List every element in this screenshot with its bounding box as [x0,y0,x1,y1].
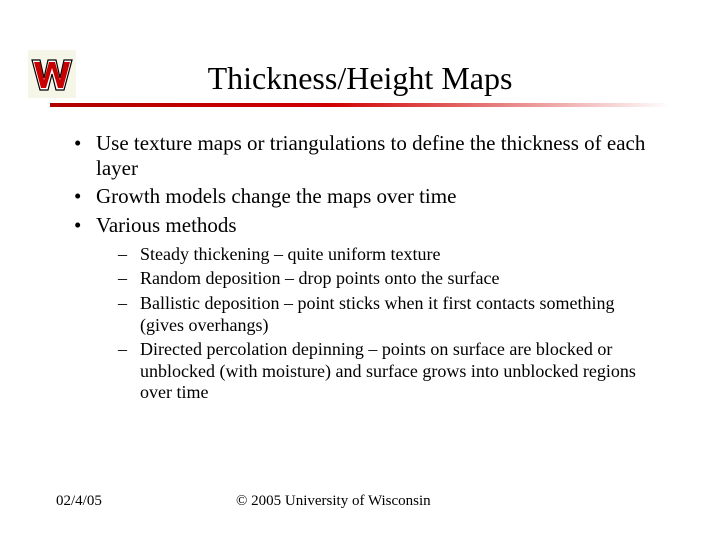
footer-copyright: © 2005 University of Wisconsin [236,493,431,510]
sub-bullet-item: Ballistic deposition – point sticks when… [116,293,660,336]
bullet-item: Use texture maps or triangulations to de… [70,131,660,181]
wisconsin-logo [28,50,76,98]
bullet-text: Various methods [96,213,237,237]
footer-date: 02/4/05 [56,493,236,510]
sub-bullet-item: Random deposition – drop points onto the… [116,268,660,290]
sub-bullet-list: Steady thickening – quite uniform textur… [96,244,660,404]
title-divider [50,103,670,107]
slide: Thickness/Height Maps Use texture maps o… [0,0,720,540]
bullet-text: Use texture maps or triangulations to de… [96,131,645,180]
sub-bullet-text: Ballistic deposition – point sticks when… [140,293,614,335]
bullet-item: Various methods Steady thickening – quit… [70,213,660,404]
main-bullet-list: Use texture maps or triangulations to de… [70,131,660,404]
sub-bullet-item: Steady thickening – quite uniform textur… [116,244,660,266]
sub-bullet-text: Directed percolation depinning – points … [140,339,636,402]
bullet-item: Growth models change the maps over time [70,184,660,209]
sub-bullet-text: Random deposition – drop points onto the… [140,268,499,288]
bullet-text: Growth models change the maps over time [96,184,456,208]
slide-content: Use texture maps or triangulations to de… [50,131,670,404]
sub-bullet-item: Directed percolation depinning – points … [116,339,660,404]
slide-title: Thickness/Height Maps [50,60,670,97]
sub-bullet-text: Steady thickening – quite uniform textur… [140,244,440,264]
slide-footer: 02/4/05 © 2005 University of Wisconsin [0,493,720,510]
